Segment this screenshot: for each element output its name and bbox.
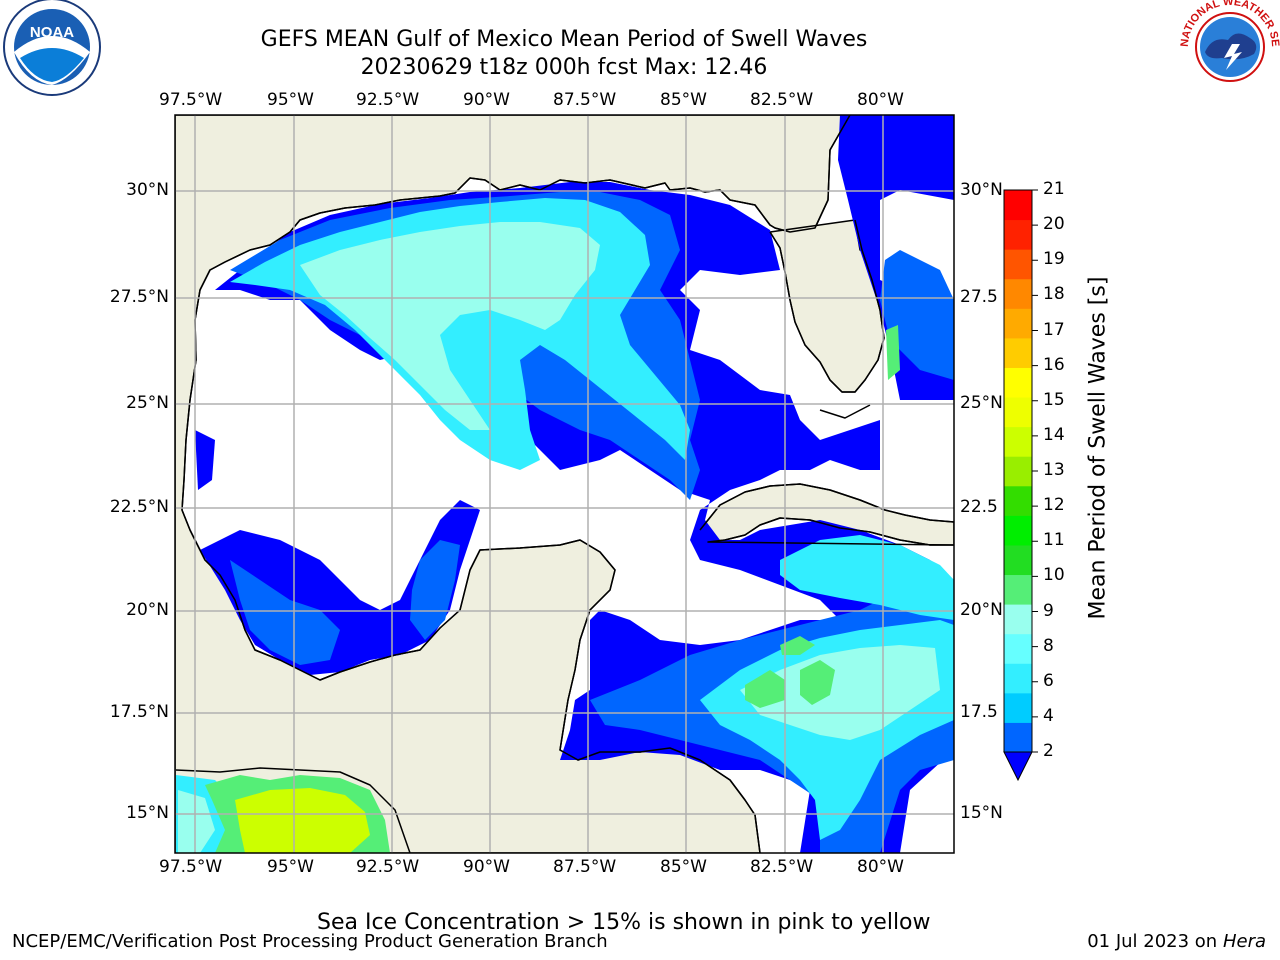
lat-tick-right: 20°N <box>960 600 1003 620</box>
lon-tick-bottom: 87.5°W <box>553 857 617 877</box>
colorbar-tick-label: 9 <box>1043 600 1054 621</box>
lat-tick-left: 15°N <box>126 803 169 823</box>
footer-host: Hera <box>1222 931 1266 952</box>
colorbar-tick-label: 18 <box>1043 284 1065 305</box>
colorbar-tick-label: 21 <box>1043 179 1065 199</box>
lon-tick-top: 95°W <box>267 90 314 110</box>
lon-tick-top: 90°W <box>463 90 510 110</box>
colorbar-tick-label: 2 <box>1043 741 1054 761</box>
lat-tick-right: 25°N <box>960 393 1003 413</box>
coastlines <box>175 115 954 853</box>
swell-band-8-9 <box>178 222 940 853</box>
lon-tick-top: 80°W <box>857 90 904 110</box>
lat-tick-right: 27.5 <box>960 287 998 307</box>
colorbar-segment <box>1004 249 1032 280</box>
colorbar-tick-label: 10 <box>1043 565 1065 586</box>
colorbar-extend-arrow <box>1003 751 1033 782</box>
chart-subtitle: 20230629 t18z 000h fcst Max: 12.46 <box>360 55 768 80</box>
colorbar-segment <box>1004 278 1032 309</box>
lon-tick-top: 92.5°W <box>356 90 420 110</box>
footer-credit: NCEP/EMC/Verification Post Processing Pr… <box>12 931 608 952</box>
lon-tick-bottom: 80°W <box>857 857 904 877</box>
colorbar-segment <box>1004 219 1032 250</box>
colorbar-segment <box>1004 190 1032 221</box>
lon-tick-top: 97.5°W <box>159 90 223 110</box>
lat-tick-left: 30°N <box>126 180 169 200</box>
lon-tick-top: 85°W <box>660 90 707 110</box>
lat-tick-left: 22.5°N <box>109 497 169 517</box>
svg-text:NATIONAL WEATHER SERVICE: NATIONAL WEATHER SERVICE <box>0 0 1280 47</box>
colorbar-segment <box>1004 456 1032 487</box>
colorbar-segment <box>1004 544 1032 576</box>
colorbar-segment <box>1004 633 1032 664</box>
footer-date: 01 Jul 2023 on Hera <box>1087 931 1266 952</box>
lat-tick-right: 17.5 <box>960 702 998 722</box>
colorbar-tick-label: 15 <box>1043 389 1065 410</box>
colorbar-tick-label: 11 <box>1043 530 1065 551</box>
colorbar-segment <box>1004 722 1032 753</box>
colorbar-segment <box>1004 308 1032 339</box>
lat-tick-right: 15°N <box>960 803 1003 823</box>
lat-tick-right: 30°N <box>960 180 1003 200</box>
colorbar-segment <box>1004 574 1032 605</box>
noaa-logo-text: NOAA <box>30 24 74 41</box>
colorbar-tick-label: 6 <box>1043 670 1054 691</box>
map-gridlines <box>175 115 954 853</box>
colorbar-tick-label: 8 <box>1043 635 1054 656</box>
colorbar-segment <box>1004 367 1032 398</box>
colorbar <box>1003 189 1038 782</box>
lat-tick-left: 25°N <box>126 393 169 413</box>
colorbar-tick-label: 17 <box>1043 319 1065 340</box>
colorbar-segment <box>1004 397 1032 428</box>
colorbar-tick-label: 19 <box>1043 249 1065 270</box>
swell-band-12-13 <box>235 788 370 853</box>
colorbar-segment <box>1004 337 1032 368</box>
colorbar-label: Mean Period of Swell Waves [s] <box>1085 276 1111 620</box>
colorbar-tick-label: 20 <box>1043 214 1065 235</box>
map-area <box>175 115 954 853</box>
colorbar-segment <box>1004 692 1032 723</box>
lat-tick-right: 22.5 <box>960 497 998 517</box>
lon-tick-bottom: 97.5°W <box>159 857 223 877</box>
noaa-logo: NOAA <box>3 0 101 96</box>
lon-tick-top: 87.5°W <box>553 90 617 110</box>
colorbar-segment <box>1004 485 1032 516</box>
colorbar-tick-label: 12 <box>1043 495 1065 516</box>
lon-tick-bottom: 90°W <box>463 857 510 877</box>
nws-logo-text: NATIONAL WEATHER SERVICE <box>0 0 1280 47</box>
footer-date-text: 01 Jul 2023 on <box>1087 931 1223 952</box>
lat-tick-left: 27.5°N <box>109 287 169 307</box>
colorbar-segment <box>1004 604 1032 635</box>
nws-logo: NATIONAL WEATHER SERVICE <box>0 0 1280 95</box>
map-frame <box>174 114 955 854</box>
ice-note: Sea Ice Concentration > 15% is shown in … <box>317 910 931 935</box>
colorbar-segment <box>1004 663 1032 694</box>
lat-tick-left: 20°N <box>126 600 169 620</box>
lat-tick-left: 17.5°N <box>109 702 169 722</box>
lon-tick-bottom: 85°W <box>660 857 707 877</box>
colorbar-tick-label: 13 <box>1043 460 1065 480</box>
lon-tick-bottom: 82.5°W <box>750 857 814 877</box>
colorbar-segment <box>1004 426 1032 457</box>
lon-tick-top: 82.5°W <box>750 90 814 110</box>
colorbar-tick-label: 16 <box>1043 354 1065 375</box>
colorbar-tick-label: 4 <box>1043 705 1054 726</box>
chart-title: GEFS MEAN Gulf of Mexico Mean Period of … <box>260 27 868 52</box>
lon-tick-bottom: 92.5°W <box>356 857 420 877</box>
colorbar-segment <box>1004 515 1032 546</box>
colorbar-tick-label: 14 <box>1043 424 1065 445</box>
lon-tick-bottom: 95°W <box>267 857 314 877</box>
